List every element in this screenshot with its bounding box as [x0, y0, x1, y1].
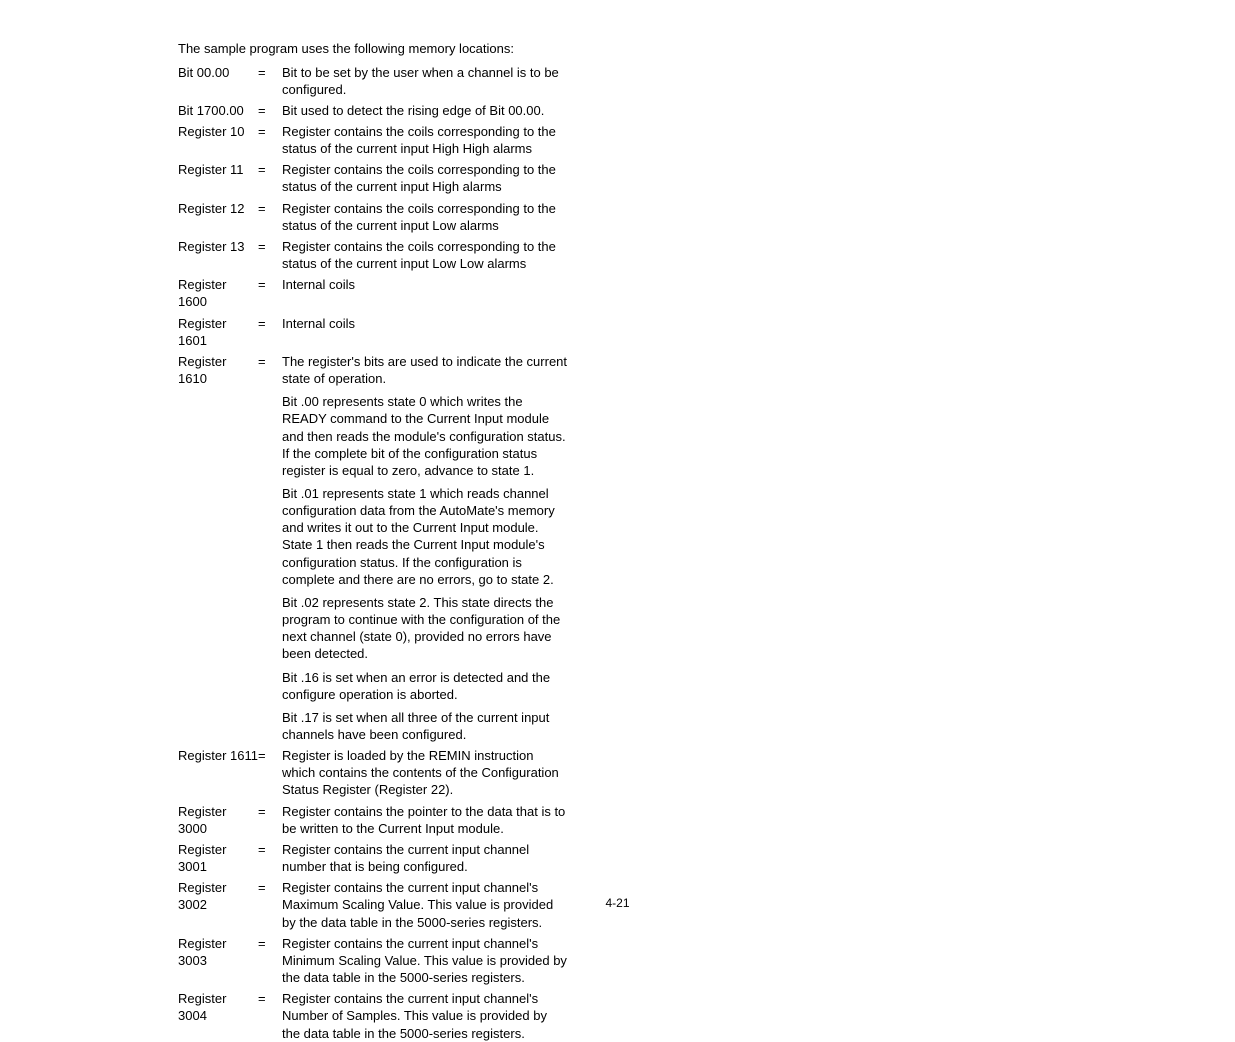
description-paragraph: Register contains the current input chan… [282, 935, 568, 986]
description-paragraph: Bit to be set by the user when a channel… [282, 64, 568, 98]
description-paragraph: Register contains the coils correspondin… [282, 123, 568, 157]
definition-label: Register 1601 [178, 315, 258, 349]
definition-row: Register 3000=Register contains the poin… [178, 803, 568, 837]
description-paragraph: Register contains the coils correspondin… [282, 161, 568, 195]
definition-label: Register 11 [178, 161, 258, 195]
definition-row: Bit 1700.00=Bit used to detect the risin… [178, 102, 568, 119]
description-paragraph: Bit .16 is set when an error is detected… [282, 669, 568, 703]
definition-row: Register 1600=Internal coils [178, 276, 568, 310]
description-paragraph: Register contains the coils correspondin… [282, 238, 568, 272]
description-paragraph: Internal coils [282, 315, 568, 332]
definition-description: Bit to be set by the user when a channel… [282, 64, 568, 98]
equals-sign: = [258, 990, 282, 1041]
equals-sign: = [258, 200, 282, 234]
definition-label: Register 10 [178, 123, 258, 157]
definition-label: Register 1611 [178, 747, 258, 798]
definition-description: Register contains the coils correspondin… [282, 200, 568, 234]
description-paragraph: The register's bits are used to indicate… [282, 353, 568, 387]
definition-list: Bit 00.00=Bit to be set by the user when… [178, 64, 568, 1042]
definition-description: Register contains the coils correspondin… [282, 238, 568, 272]
equals-sign: = [258, 315, 282, 349]
description-paragraph: Register contains the current input chan… [282, 841, 568, 875]
definition-row: Register 13=Register contains the coils … [178, 238, 568, 272]
definition-description: Register contains the current input chan… [282, 841, 568, 875]
definition-label: Register 13 [178, 238, 258, 272]
equals-sign: = [258, 123, 282, 157]
definition-description: Register contains the coils correspondin… [282, 161, 568, 195]
definition-label: Register 3003 [178, 935, 258, 986]
definition-row: Register 3003=Register contains the curr… [178, 935, 568, 986]
description-paragraph: Bit used to detect the rising edge of Bi… [282, 102, 568, 119]
definition-description: Register contains the coils correspondin… [282, 123, 568, 157]
equals-sign: = [258, 102, 282, 119]
definition-description: Register contains the current input chan… [282, 990, 568, 1041]
definition-description: Register contains the pointer to the dat… [282, 803, 568, 837]
equals-sign: = [258, 803, 282, 837]
definition-row: Register 11=Register contains the coils … [178, 161, 568, 195]
definition-label: Register 3001 [178, 841, 258, 875]
definition-description: Internal coils [282, 276, 568, 310]
equals-sign: = [258, 935, 282, 986]
definition-label: Register 12 [178, 200, 258, 234]
equals-sign: = [258, 64, 282, 98]
definition-row: Bit 00.00=Bit to be set by the user when… [178, 64, 568, 98]
definition-description: The register's bits are used to indicate… [282, 353, 568, 743]
equals-sign: = [258, 238, 282, 272]
equals-sign: = [258, 747, 282, 798]
definition-description: Bit used to detect the rising edge of Bi… [282, 102, 568, 119]
definition-label: Register 3000 [178, 803, 258, 837]
intro-text: The sample program uses the following me… [178, 40, 568, 58]
definition-label: Register 3004 [178, 990, 258, 1041]
definition-label: Bit 00.00 [178, 64, 258, 98]
description-paragraph: Bit .00 represents state 0 which writes … [282, 393, 568, 479]
description-paragraph: Register contains the current input chan… [282, 990, 568, 1041]
description-paragraph: Internal coils [282, 276, 568, 293]
definition-description: Register contains the current input chan… [282, 935, 568, 986]
definition-row: Register 3001=Register contains the curr… [178, 841, 568, 875]
definition-row: Register 10=Register contains the coils … [178, 123, 568, 157]
equals-sign: = [258, 353, 282, 743]
definition-row: Register 1611=Register is loaded by the … [178, 747, 568, 798]
definition-description: Register is loaded by the REMIN instruct… [282, 747, 568, 798]
definition-label: Bit 1700.00 [178, 102, 258, 119]
definition-label: Register 1600 [178, 276, 258, 310]
description-paragraph: Bit .17 is set when all three of the cur… [282, 709, 568, 743]
description-paragraph: Register contains the pointer to the dat… [282, 803, 568, 837]
definition-row: Register 12=Register contains the coils … [178, 200, 568, 234]
description-paragraph: Register is loaded by the REMIN instruct… [282, 747, 568, 798]
description-paragraph: Register contains the coils correspondin… [282, 200, 568, 234]
definition-description: Internal coils [282, 315, 568, 349]
definition-row: Register 3004=Register contains the curr… [178, 990, 568, 1041]
document-page: The sample program uses the following me… [0, 0, 1235, 954]
definition-row: Register 1601=Internal coils [178, 315, 568, 349]
definition-row: Register 1610=The register's bits are us… [178, 353, 568, 743]
description-paragraph: Bit .01 represents state 1 which reads c… [282, 485, 568, 588]
definition-label: Register 1610 [178, 353, 258, 743]
description-paragraph: Bit .02 represents state 2. This state d… [282, 594, 568, 663]
content-block: The sample program uses the following me… [178, 40, 568, 1042]
equals-sign: = [258, 161, 282, 195]
page-number: 4-21 [0, 896, 1235, 910]
equals-sign: = [258, 276, 282, 310]
equals-sign: = [258, 841, 282, 875]
